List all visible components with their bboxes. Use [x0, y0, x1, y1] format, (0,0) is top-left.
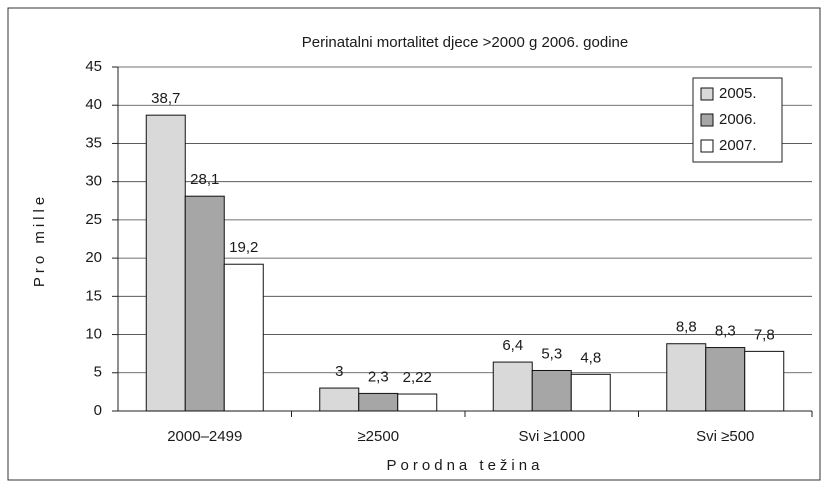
bar: [223, 263, 264, 412]
y-axis-label: Pro mille: [31, 193, 48, 287]
x-tick-label: Svi ≥1000: [518, 428, 585, 445]
y-tick-label: 35: [85, 134, 102, 151]
y-tick-label: 10: [85, 326, 102, 343]
legend-swatch: [700, 113, 714, 127]
x-tick-label: 2000–2499: [167, 428, 242, 445]
bar: [145, 114, 186, 412]
bar: [397, 393, 438, 412]
value-label: 2,22: [403, 369, 432, 386]
y-tick-label: 15: [85, 287, 102, 304]
bar: [184, 195, 225, 412]
x-axis-label: Porodna težina: [387, 457, 544, 474]
y-tick-label: 5: [94, 364, 102, 381]
bar: [705, 347, 746, 412]
value-label: 4,8: [580, 349, 601, 366]
value-label: 3: [335, 363, 343, 380]
value-label: 38,7: [151, 90, 180, 107]
value-label: 2,3: [368, 368, 389, 385]
value-label: 8,3: [715, 323, 736, 340]
y-tick-label: 0: [94, 402, 102, 419]
y-tick-label: 20: [85, 249, 102, 266]
y-tick-label: 30: [85, 173, 102, 190]
legend-label: 2006.: [719, 111, 757, 128]
bar: [492, 361, 533, 412]
bar: [744, 350, 785, 412]
x-tick-label: ≥2500: [357, 428, 399, 445]
value-label: 5,3: [541, 345, 562, 362]
y-tick-label: 40: [85, 96, 102, 113]
value-label: 19,2: [229, 239, 258, 256]
legend-swatch: [700, 139, 714, 153]
value-label: 6,4: [502, 337, 523, 354]
legend-label: 2007.: [719, 137, 757, 154]
legend-swatch: [700, 87, 714, 101]
bar: [358, 392, 399, 412]
value-label: 8,8: [676, 319, 697, 336]
x-tick-label: Svi ≥500: [696, 428, 754, 445]
y-tick-label: 45: [85, 58, 102, 75]
bar: [666, 343, 707, 412]
bar: [570, 373, 611, 412]
chart-title: Perinatalni mortalitet djece >2000 g 200…: [302, 34, 628, 51]
value-label: 7,8: [754, 326, 775, 343]
bar: [531, 369, 572, 412]
legend-label: 2005.: [719, 85, 757, 102]
y-tick-label: 25: [85, 211, 102, 228]
value-label: 28,1: [190, 171, 219, 188]
bar: [319, 387, 360, 412]
